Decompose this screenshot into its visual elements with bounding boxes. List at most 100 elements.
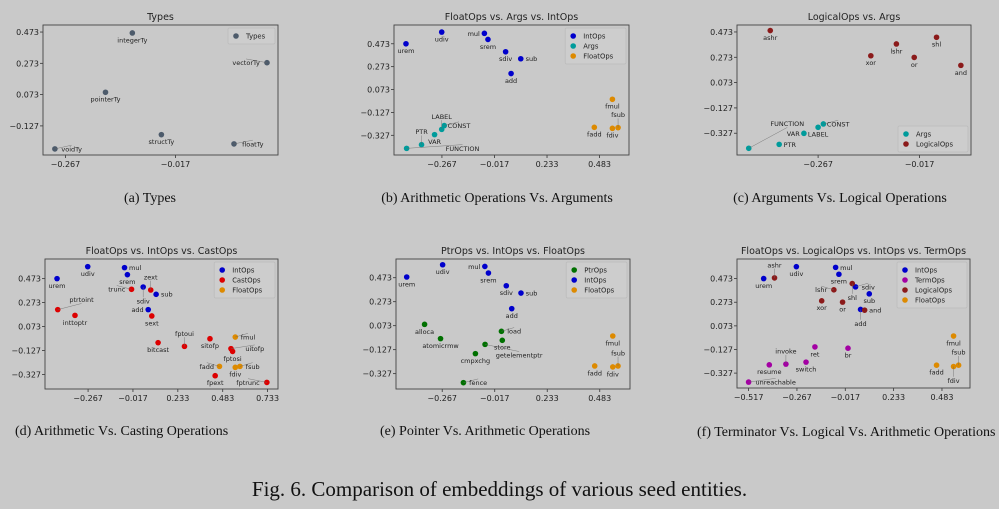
point-label: switch: [796, 366, 817, 374]
legend-box: [213, 261, 276, 299]
legend-marker: [903, 131, 909, 137]
point-label: integerTy: [117, 36, 147, 44]
legend: IntOps Args FloatOps: [564, 27, 627, 65]
point-label: fadd: [200, 363, 215, 371]
legend-label: FloatOps: [584, 287, 614, 295]
point-label: udiv: [789, 270, 803, 278]
legend-marker: [571, 277, 577, 283]
data-point-fptrunc: [264, 379, 270, 386]
point-label: fsub: [611, 111, 625, 119]
data-point-fmul: [232, 334, 239, 340]
x-tick-label: −0.267: [803, 160, 833, 169]
point-label: zext: [144, 273, 158, 281]
point-label: load: [507, 328, 521, 336]
point-label: br: [845, 352, 852, 360]
data-point-urem: [760, 275, 767, 282]
chart-0: Types −0.267 −0.017 0.473 0.273 0.073 −0.127 in…: [9, 12, 279, 169]
subcaption-f: (f) Terminator Vs. Logical Vs. Arithmeti…: [697, 425, 996, 440]
legend-marker: [903, 141, 909, 147]
x-tick-label: 0.483: [588, 160, 611, 169]
point-label: fadd: [587, 131, 602, 139]
point-label: sdiv: [499, 55, 512, 63]
point-label: fadd: [929, 369, 944, 377]
point-label: LABEL: [808, 131, 829, 139]
point-label: sdiv: [137, 297, 150, 305]
axes-frame: [42, 24, 279, 156]
point-label: lshr: [890, 47, 902, 55]
data-point-fmul: [609, 96, 616, 103]
y-tick-label: 0.073: [18, 323, 41, 332]
point-label: structTy: [149, 138, 175, 146]
data-point-udiv: [793, 263, 800, 270]
data-point-invoke: [783, 361, 789, 367]
data-point-xor: [818, 298, 825, 304]
point-label: ashr: [767, 261, 781, 269]
data-point-pointerTy: [102, 89, 109, 96]
point-label: CONST: [448, 122, 471, 130]
point-label: fmul: [241, 333, 256, 341]
point-label: unreachable: [755, 378, 795, 386]
point-label: or: [911, 61, 918, 69]
data-point-inttoptr: [72, 312, 78, 319]
chart-1: FloatOps vs. Args vs. IntOps −0.267 −0.017…: [360, 12, 630, 169]
chart-title: LogicalOps vs. Args: [808, 12, 901, 23]
point-label: lshr: [815, 286, 827, 294]
point-label: bitcast: [147, 346, 169, 354]
y-tick-label: 0.073: [710, 322, 733, 331]
label-leader-line: [54, 144, 72, 150]
point-label: inttoptr: [63, 319, 88, 327]
point-label: srem: [119, 278, 135, 286]
point-label: uitofp: [245, 345, 264, 353]
legend: IntOps TermOps LogicalOps FloatOps: [896, 261, 968, 309]
data-point-LABEL: [815, 124, 821, 131]
data-point-sdiv: [502, 48, 509, 55]
point-label: fptoui: [175, 330, 194, 338]
label-leader-line: [206, 362, 220, 367]
point-label: sub: [161, 291, 173, 299]
x-tick-label: −0.267: [427, 160, 457, 169]
data-point-store: [499, 337, 506, 344]
y-tick-label: −0.327: [362, 370, 392, 379]
label-leader-line: [444, 121, 460, 126]
point-label: urem: [755, 282, 772, 290]
point-label: sext: [145, 319, 159, 327]
x-tick-label: 0.733: [256, 394, 279, 403]
legend: IntOps CastOps FloatOps: [213, 261, 276, 299]
data-point-and: [861, 307, 868, 313]
label-leader-line: [239, 362, 253, 367]
y-tick-label: 0.273: [18, 299, 41, 308]
point-label: cmpxchg: [461, 357, 491, 365]
point-label: xor: [866, 59, 877, 67]
y-tick-label: −0.127: [11, 346, 41, 355]
label-leader-line: [821, 285, 834, 291]
y-tick-label: 0.073: [369, 322, 392, 331]
point-label: sitofp: [201, 342, 219, 350]
data-point-integerTy: [129, 30, 136, 36]
x-tick-label: −0.267: [51, 160, 81, 169]
y-tick-label: −0.127: [703, 104, 733, 113]
y-tick-label: 0.073: [367, 86, 390, 95]
x-tick-label: −0.017: [118, 394, 148, 403]
data-point-fadd: [216, 363, 223, 370]
chart-title: FloatOps vs. IntOps vs. CastOps: [86, 246, 238, 257]
point-label: ptrtoint: [69, 296, 94, 304]
point-label: srem: [831, 278, 847, 286]
data-point-bitcast: [155, 339, 161, 346]
label-leader-line: [748, 127, 788, 149]
legend-label: IntOps: [915, 267, 938, 275]
label-leader-line: [406, 144, 463, 149]
legend-marker: [902, 267, 908, 273]
data-point-sitofp: [207, 335, 213, 342]
data-point-sext: [149, 313, 155, 319]
legend-marker: [570, 43, 576, 49]
data-point-sub: [517, 55, 524, 62]
point-label: udiv: [81, 270, 95, 278]
chart-3: FloatOps vs. IntOps vs. CastOps −0.267 −0.…: [11, 246, 279, 403]
y-tick-label: 0.473: [16, 28, 39, 37]
data-point-mul: [481, 30, 488, 37]
legend-box: [564, 27, 627, 65]
x-tick-label: −0.017: [480, 160, 510, 169]
legend-marker: [570, 33, 576, 39]
legend-label: Args: [583, 43, 599, 51]
subcaption-c: (c) Arguments Vs. Logical Operations: [733, 191, 947, 206]
